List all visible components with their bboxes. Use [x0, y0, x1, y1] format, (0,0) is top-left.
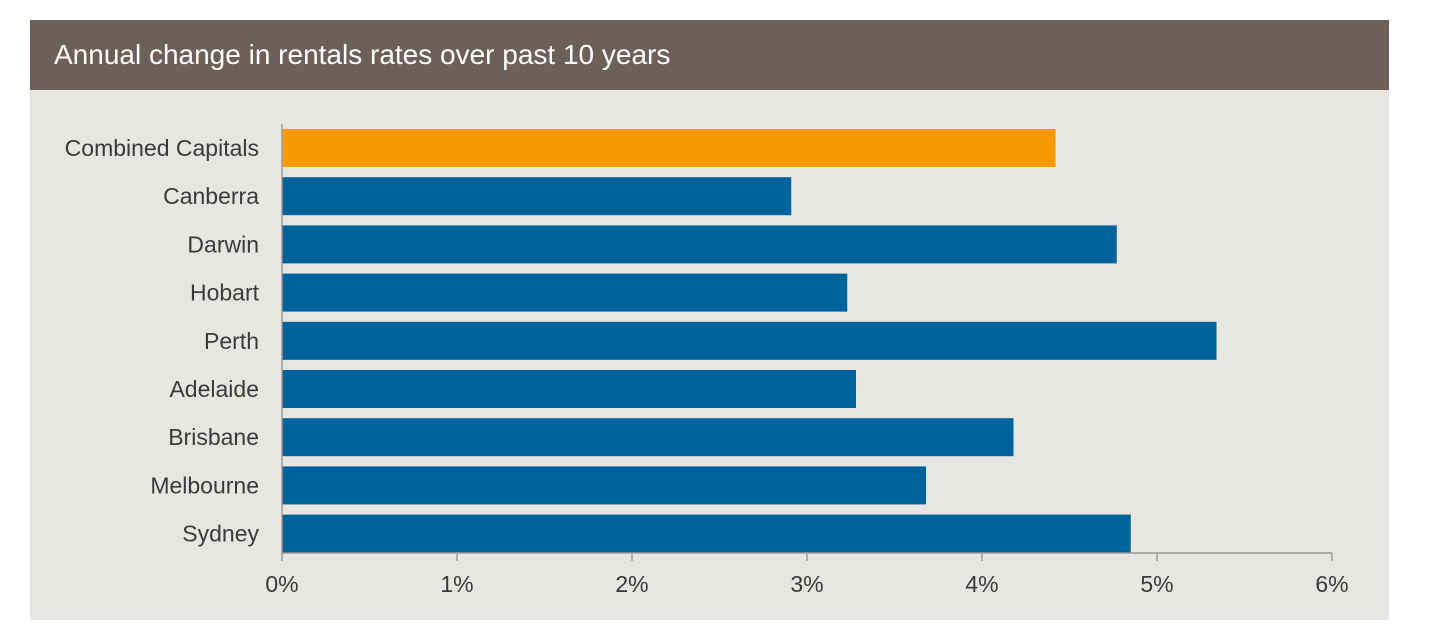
x-tick-label: 6% — [1315, 571, 1348, 597]
bar-melbourne — [282, 466, 926, 505]
chart-header: Annual change in rentals rates over past… — [30, 20, 1389, 90]
category-label-sydney: Sydney — [182, 521, 259, 547]
x-tick-label: 4% — [965, 571, 998, 597]
category-label-darwin: Darwin — [187, 231, 259, 257]
bar-brisbane — [282, 418, 1014, 457]
bar-combined-capitals — [282, 129, 1056, 167]
category-label-canberra: Canberra — [163, 183, 259, 209]
category-label-perth: Perth — [204, 328, 259, 354]
x-tick-label: 5% — [1140, 571, 1173, 597]
x-axis: 0% 1% 2% 3% 4% 5% 6% — [265, 124, 1349, 597]
bars-group — [282, 129, 1217, 553]
category-label-brisbane: Brisbane — [168, 424, 259, 450]
bar-canberra — [282, 177, 792, 216]
category-label-hobart: Hobart — [190, 280, 260, 306]
bar-darwin — [282, 225, 1117, 264]
category-labels: Combined Capitals Canberra Darwin Hobart Per… — [65, 135, 260, 547]
bar-perth — [282, 321, 1217, 360]
x-tick-label: 3% — [790, 571, 823, 597]
category-label-combined-capitals: Combined Capitals — [65, 135, 259, 161]
x-tick-label: 1% — [440, 571, 473, 597]
x-tick-label: 0% — [265, 571, 298, 597]
bar-hobart — [282, 273, 848, 312]
category-label-adelaide: Adelaide — [169, 376, 259, 402]
category-label-melbourne: Melbourne — [150, 472, 259, 498]
chart-title: Annual change in rentals rates over past… — [54, 39, 671, 70]
x-tick-label: 2% — [615, 571, 648, 597]
bar-sydney — [282, 514, 1131, 553]
bar-adelaide — [282, 370, 856, 408]
